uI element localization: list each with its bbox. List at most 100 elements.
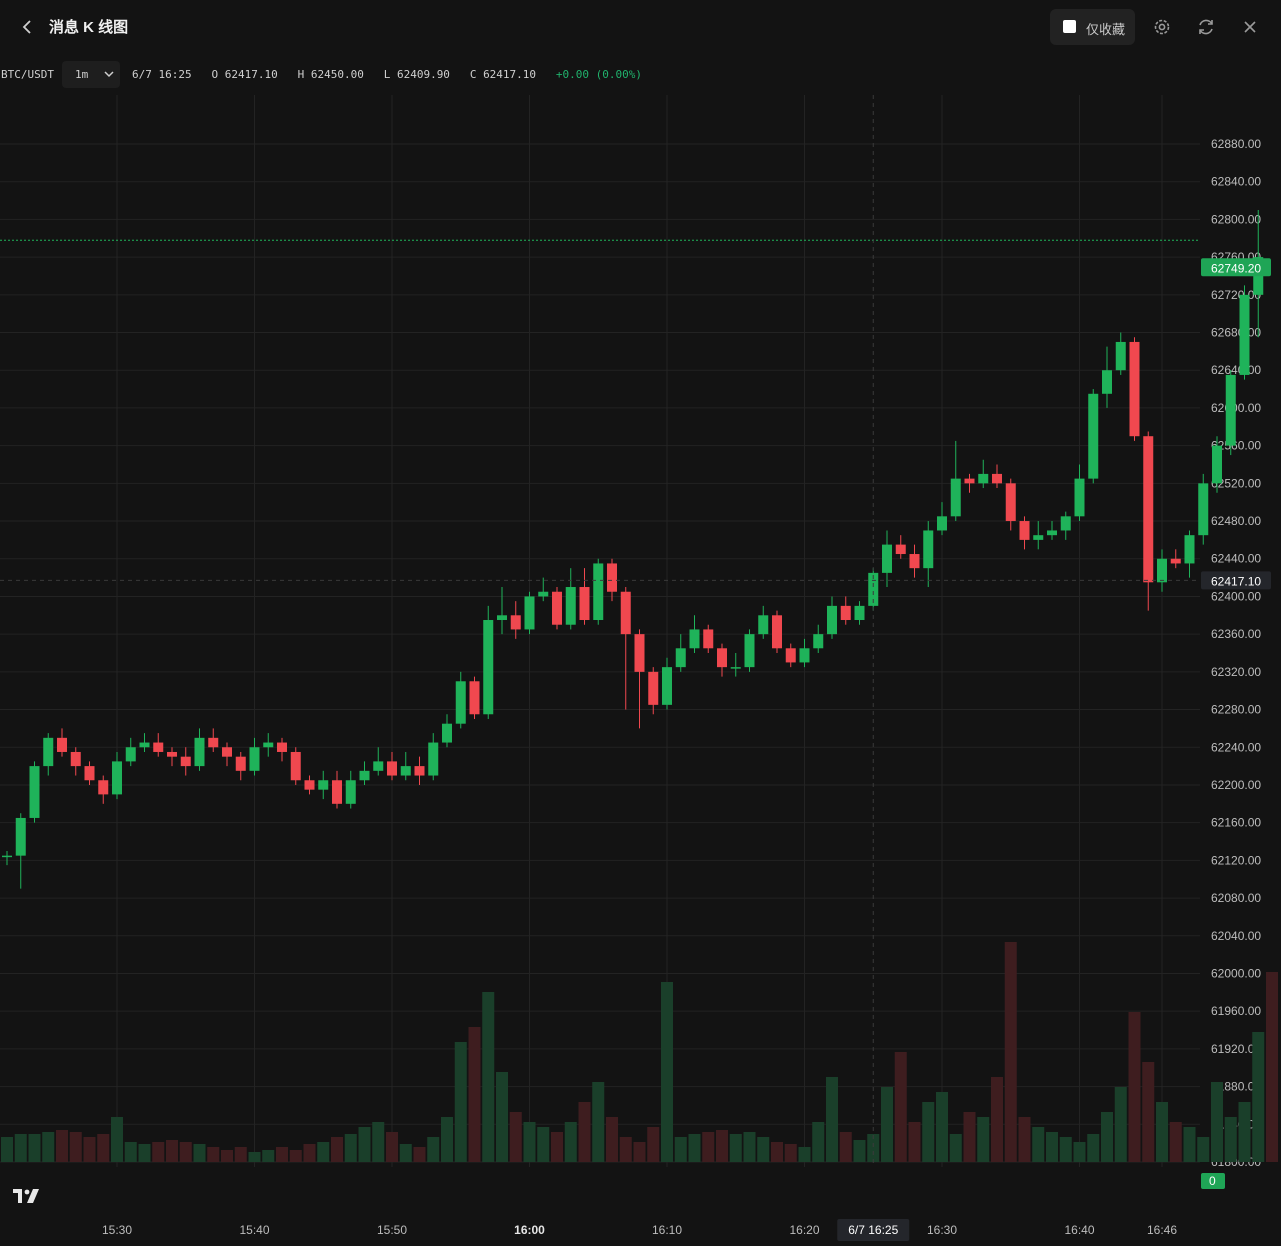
candle-body[interactable] — [483, 620, 494, 715]
candle-body[interactable] — [799, 648, 810, 663]
candle-body[interactable] — [43, 737, 54, 767]
candle-body[interactable] — [1225, 374, 1236, 446]
candle-body[interactable] — [290, 751, 301, 781]
candle-body[interactable] — [345, 780, 356, 804]
candle-body[interactable] — [497, 615, 507, 621]
candle-body[interactable] — [1102, 370, 1112, 394]
candle-body[interactable] — [909, 554, 920, 569]
candle-body[interactable] — [772, 615, 782, 649]
candle-body[interactable] — [840, 605, 851, 621]
candle-body[interactable] — [359, 770, 370, 781]
candle-body[interactable] — [1047, 530, 1057, 536]
candle-body[interactable] — [1019, 521, 1030, 540]
refresh-icon[interactable] — [1195, 16, 1217, 38]
candle-body[interactable] — [579, 587, 590, 621]
candle-body[interactable] — [194, 737, 205, 767]
candle-body[interactable] — [70, 751, 81, 767]
candle-body[interactable] — [730, 667, 741, 669]
candle-body[interactable] — [538, 591, 549, 597]
interval-select[interactable]: 1m — [62, 61, 120, 88]
candle-body[interactable] — [1074, 478, 1085, 517]
candle-body[interactable] — [937, 516, 947, 531]
candle-body[interactable] — [1198, 483, 1209, 536]
candle-body[interactable] — [813, 634, 824, 649]
candle-body[interactable] — [112, 761, 122, 795]
candle-body[interactable] — [758, 615, 769, 635]
candle-body[interactable] — [1157, 558, 1167, 583]
candle-body[interactable] — [400, 766, 411, 776]
candle-body[interactable] — [868, 572, 879, 606]
candle-body[interactable] — [510, 615, 521, 630]
candle-body[interactable] — [222, 747, 232, 757]
candle-body[interactable] — [620, 591, 631, 635]
candle-body[interactable] — [387, 761, 397, 776]
candle-body[interactable] — [15, 817, 26, 856]
candle-body[interactable] — [950, 478, 961, 517]
candle-body[interactable] — [332, 780, 342, 804]
candle-body[interactable] — [552, 591, 562, 625]
candle-body[interactable] — [442, 723, 452, 743]
candle-body[interactable] — [785, 648, 796, 663]
candle-body[interactable] — [689, 629, 700, 649]
candle-body[interactable] — [1212, 445, 1222, 484]
candle-body[interactable] — [125, 747, 136, 762]
candle-body[interactable] — [634, 634, 645, 672]
candle-body[interactable] — [662, 667, 672, 705]
candle-body[interactable] — [373, 761, 384, 771]
candle-body[interactable] — [992, 473, 1002, 484]
candle-body[interactable] — [895, 544, 906, 555]
candle-body[interactable] — [84, 766, 95, 781]
candle-body[interactable] — [277, 742, 287, 752]
candle-body[interactable] — [648, 671, 659, 705]
candle-body[interactable] — [923, 530, 934, 569]
candle-body[interactable] — [593, 563, 604, 621]
candle-body[interactable] — [882, 544, 892, 573]
candle-body[interactable] — [29, 766, 40, 818]
candle-body[interactable] — [607, 563, 617, 592]
candle-body[interactable] — [675, 648, 686, 668]
candle-body[interactable] — [524, 596, 535, 630]
candle-body[interactable] — [1088, 393, 1099, 479]
candle-body[interactable] — [744, 634, 755, 668]
candlestick-chart[interactable]: 62880.0062840.0062800.0062760.0062720.00… — [0, 95, 1281, 1246]
candle-body[interactable] — [153, 742, 164, 752]
candle-body[interactable] — [854, 605, 865, 621]
candle-body[interactable] — [1060, 516, 1071, 531]
candle-body[interactable] — [827, 605, 837, 635]
candle-body[interactable] — [208, 737, 219, 748]
candle-body[interactable] — [180, 756, 191, 767]
candle-body[interactable] — [1143, 436, 1154, 583]
candle-body[interactable] — [1005, 483, 1016, 522]
candle-body[interactable] — [139, 742, 150, 748]
candle-body[interactable] — [978, 473, 989, 484]
favorites-only-toggle[interactable]: 仅收藏 — [1050, 9, 1135, 45]
candle-body[interactable] — [263, 742, 274, 748]
candle-body[interactable] — [964, 478, 975, 484]
favorites-checkbox[interactable] — [1063, 20, 1076, 33]
candle-body[interactable] — [1184, 535, 1195, 564]
candle-body[interactable] — [304, 780, 315, 790]
candle-body[interactable] — [703, 629, 714, 649]
price-tick-label: 62280.00 — [1211, 703, 1261, 717]
candle-body[interactable] — [414, 766, 425, 776]
candle-body[interactable] — [455, 681, 466, 724]
close-icon[interactable] — [1239, 16, 1261, 38]
candle-body[interactable] — [565, 587, 576, 625]
settings-gear-icon[interactable] — [1151, 16, 1173, 38]
candle-body[interactable] — [469, 681, 480, 715]
candle-body[interactable] — [1239, 294, 1250, 375]
candle-body[interactable] — [1115, 341, 1126, 371]
candle-body[interactable] — [318, 780, 329, 790]
candle-body[interactable] — [1033, 535, 1044, 540]
candle-body[interactable] — [717, 648, 727, 668]
candle-body[interactable] — [57, 737, 67, 752]
back-arrow-icon[interactable] — [18, 14, 38, 40]
candle-body[interactable] — [235, 756, 246, 771]
candle-body[interactable] — [98, 780, 109, 795]
candle-body[interactable] — [1129, 341, 1140, 437]
candle-body[interactable] — [167, 751, 177, 757]
candle-body[interactable] — [249, 747, 260, 771]
candle-body[interactable] — [2, 855, 12, 858]
candle-body[interactable] — [428, 742, 439, 776]
candle-body[interactable] — [1170, 558, 1181, 564]
